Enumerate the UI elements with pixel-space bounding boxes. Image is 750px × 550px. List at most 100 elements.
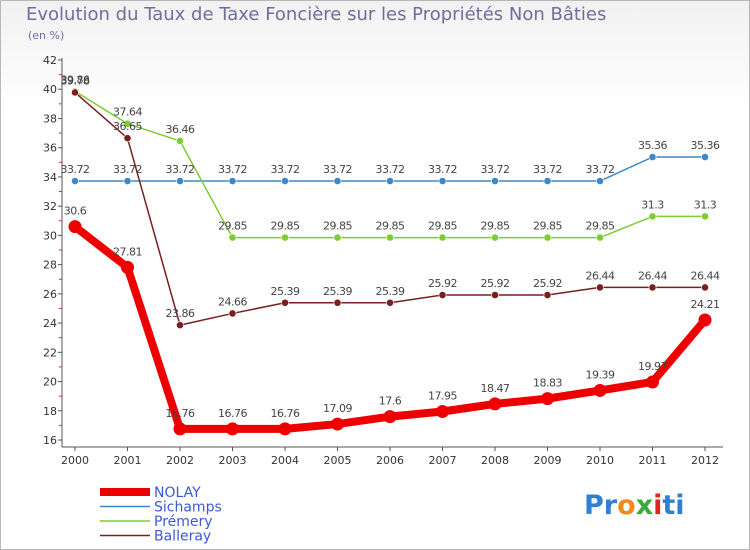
data-label: 19.39	[586, 368, 615, 381]
y-tick-label: 40	[43, 83, 57, 96]
data-label: 26.44	[586, 269, 615, 282]
x-tick-label: 2007	[429, 454, 457, 467]
logo-letter: x	[635, 490, 654, 521]
data-point	[333, 233, 342, 242]
y-tick-label: 38	[43, 112, 57, 125]
y-tick-label: 26	[43, 288, 57, 301]
data-label: 18.83	[533, 377, 562, 390]
logo-letter: i	[653, 490, 663, 521]
y-tick-label: 32	[43, 200, 57, 213]
data-label: 33.72	[428, 163, 457, 176]
data-label: 18.47	[481, 382, 510, 395]
x-tick-label: 2001	[114, 454, 142, 467]
data-label: 25.92	[533, 277, 562, 290]
data-label: 36.46	[166, 123, 195, 136]
data-point	[281, 177, 289, 185]
data-point	[436, 405, 449, 418]
data-point	[438, 177, 447, 185]
x-tick-label: 2003	[219, 454, 247, 467]
data-point	[701, 153, 709, 161]
y-tick-label: 16	[43, 434, 57, 447]
data-label: 29.85	[533, 220, 562, 233]
data-label: 29.85	[428, 220, 457, 233]
legend-label: NOLAY	[154, 485, 201, 501]
data-point	[491, 177, 499, 185]
data-point	[543, 177, 552, 185]
x-tick-label: 2009	[534, 454, 562, 467]
data-label: 26.44	[638, 269, 667, 282]
data-label: 31.3	[641, 198, 664, 211]
data-label: 33.72	[533, 163, 562, 176]
data-point	[701, 283, 709, 292]
data-label: 33.72	[376, 163, 405, 176]
data-point	[173, 422, 187, 436]
y-tick-label: 20	[43, 376, 57, 389]
logo-letter: P	[584, 490, 604, 521]
data-point	[71, 88, 79, 97]
data-point	[648, 283, 657, 292]
data-point	[228, 233, 237, 242]
data-label: 29.85	[481, 220, 510, 233]
data-point	[386, 233, 394, 242]
data-label: 24.21	[691, 298, 720, 311]
data-point	[648, 212, 657, 221]
data-label: 35.36	[691, 139, 720, 152]
data-point	[596, 283, 604, 292]
data-label: 29.85	[323, 220, 352, 233]
data-point	[333, 177, 342, 185]
y-unit-label: (en %)	[28, 29, 65, 42]
data-label: 39.86	[61, 73, 90, 86]
data-label: 33.72	[166, 163, 195, 176]
data-point	[123, 119, 132, 128]
x-tick-label: 2004	[271, 454, 299, 467]
legend-label: Prémery	[154, 514, 213, 530]
y-tick-label: 24	[43, 317, 57, 330]
data-label: 29.85	[586, 220, 615, 233]
data-label: 17.95	[428, 390, 457, 403]
x-tick-label: 2002	[166, 454, 194, 467]
data-point	[543, 291, 552, 299]
data-point	[698, 313, 712, 327]
data-label: 33.72	[271, 163, 300, 176]
data-point	[438, 291, 447, 299]
data-point	[176, 137, 184, 145]
data-point	[491, 233, 499, 242]
x-tick-label: 2008	[481, 454, 509, 467]
data-label: 30.6	[64, 205, 87, 218]
data-label: 17.09	[323, 402, 352, 415]
data-label: 31.3	[694, 198, 717, 211]
data-point	[176, 177, 184, 185]
data-label: 36.65	[113, 120, 142, 133]
data-point	[331, 417, 344, 431]
data-label: 33.72	[481, 163, 510, 176]
y-tick-label: 34	[43, 171, 57, 184]
y-tick-label: 36	[43, 142, 57, 155]
data-point	[648, 153, 657, 161]
logo-letter: i	[675, 490, 685, 521]
data-point	[68, 220, 82, 234]
data-label: 19.97	[638, 360, 667, 373]
data-label: 33.72	[61, 163, 90, 176]
data-labels: 33.72 33.72 33.72 33.72 33.72 33.72 33.72 33.72…	[61, 73, 721, 420]
data-point	[701, 212, 709, 221]
data-point	[438, 233, 447, 242]
data-label: 29.85	[271, 220, 300, 233]
data-point	[543, 233, 552, 242]
data-point	[491, 291, 499, 299]
data-label: 23.86	[166, 307, 195, 320]
data-point	[281, 298, 289, 307]
data-point	[488, 397, 502, 411]
chart-title: Evolution du Taux de Taxe Foncière sur l…	[26, 4, 607, 25]
data-label: 25.39	[323, 285, 352, 298]
data-label: 16.76	[166, 407, 195, 420]
y-tick-label: 30	[43, 229, 57, 242]
data-point	[228, 309, 237, 318]
logo-letter: r	[603, 490, 618, 521]
data-point	[281, 233, 289, 242]
data-label: 33.72	[323, 163, 352, 176]
x-tick-label: 2000	[61, 454, 89, 467]
data-point	[386, 298, 394, 307]
data-point	[123, 134, 132, 143]
